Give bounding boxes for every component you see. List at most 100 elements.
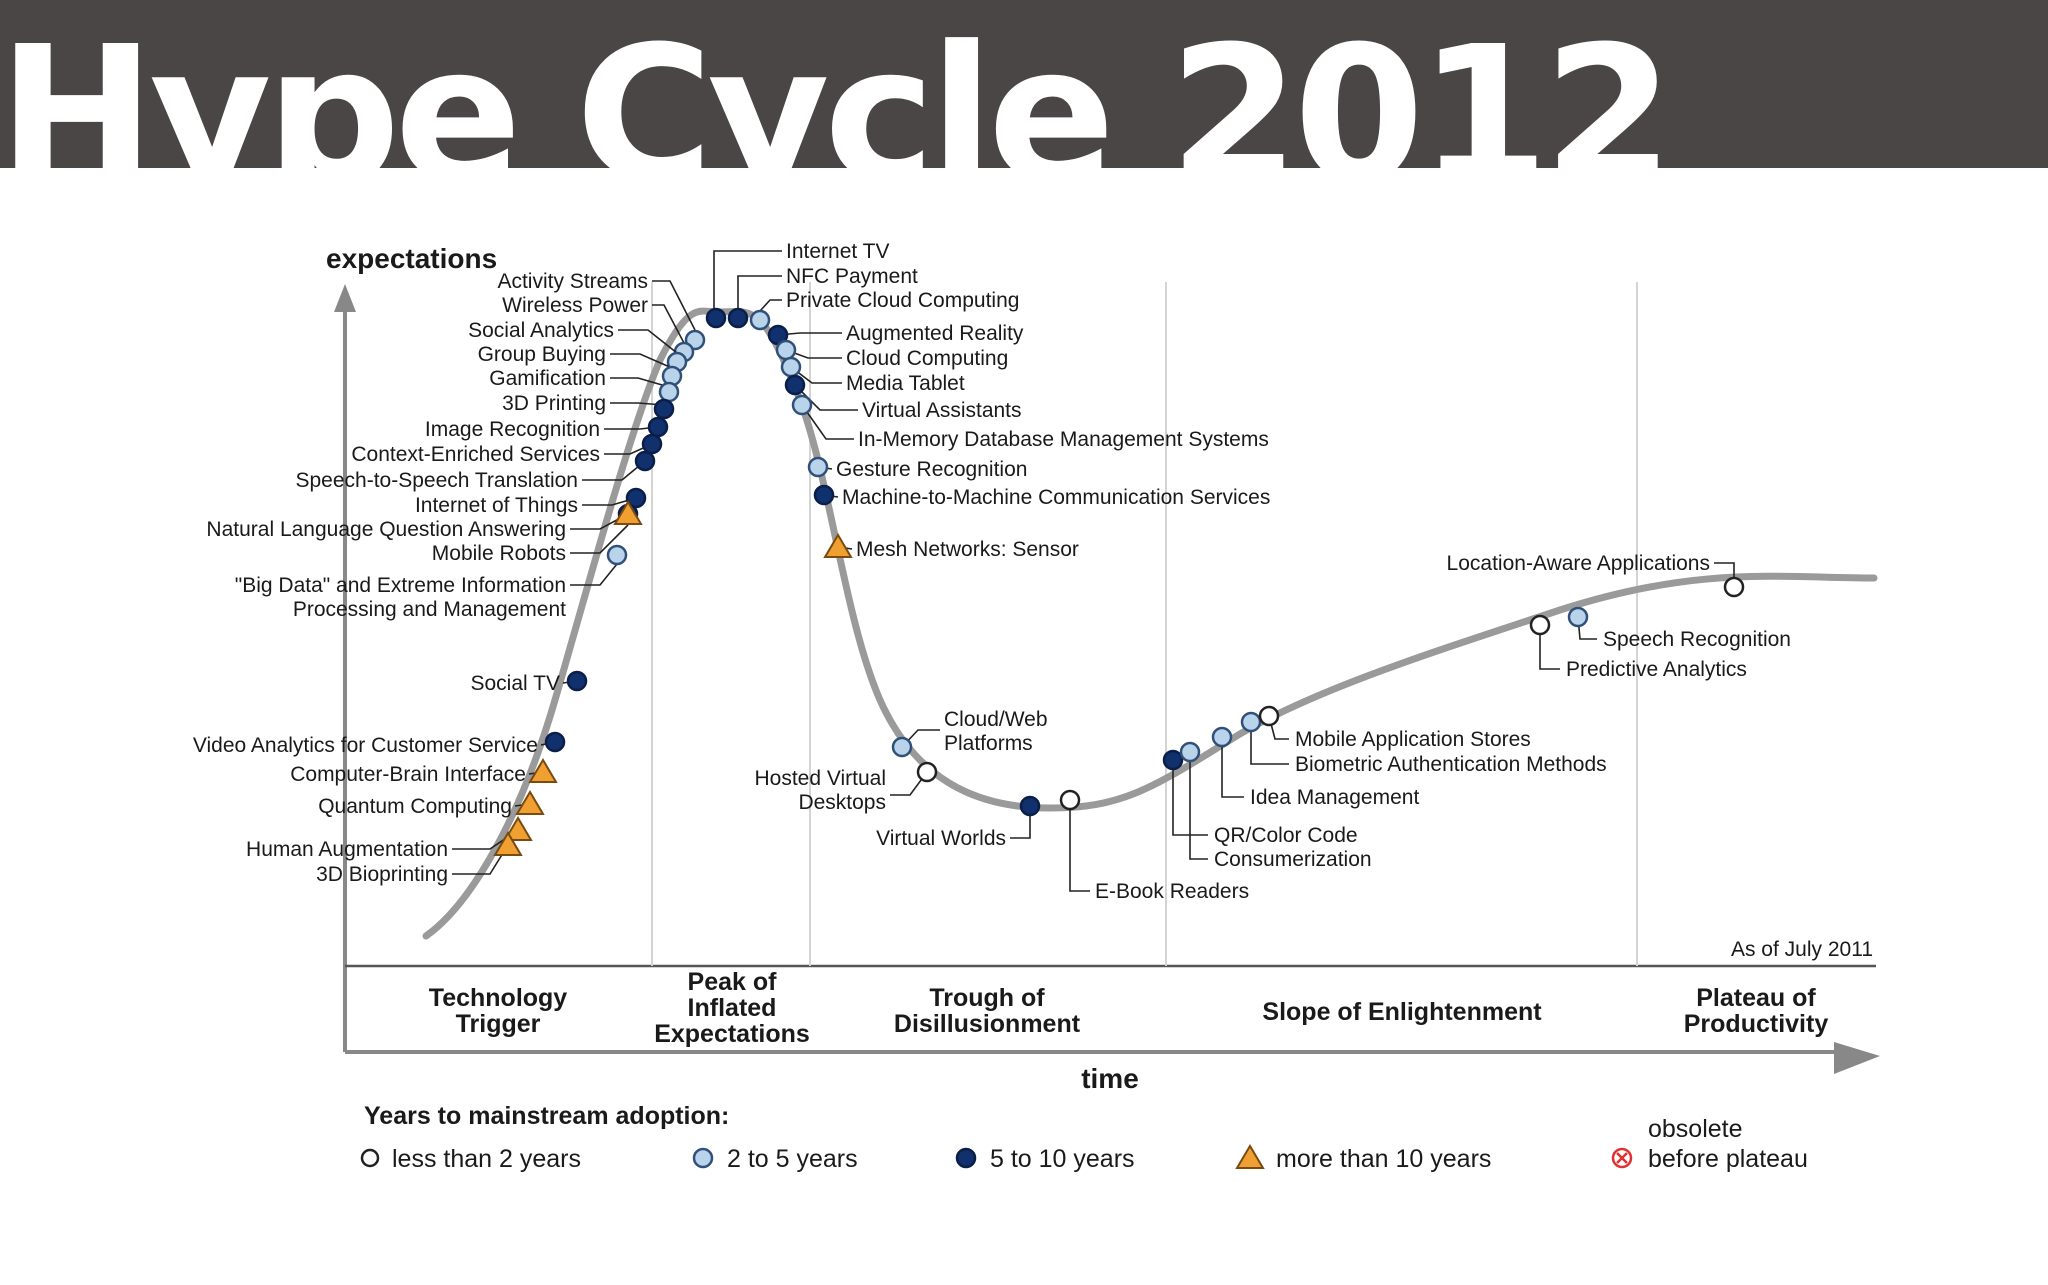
tech-label-computer-brain-interface: Computer-Brain Interface [290,763,526,786]
marker-video-analytics-for-customer-service [544,731,566,753]
marker-speech-to-speech-translation [634,450,656,472]
leader-idea-management [1221,737,1244,798]
x-axis-label: time [1081,1063,1139,1094]
legend-marker-2to5 [692,1147,714,1169]
tech-label-private-cloud-computing: Private Cloud Computing [786,289,1019,312]
phase-label: Trough of Disillusionment [894,984,1081,1038]
leader-nfc-payment [737,275,782,310]
marker-gamification [658,381,680,403]
leader-wireless-power [652,304,685,344]
tech-label-image-recognition: Image Recognition [425,418,600,441]
hype-curve [422,307,1878,940]
marker-idea-management [1211,726,1233,748]
marker-image-recognition [647,416,669,438]
tech-label-internet-tv: Internet TV [786,240,890,263]
marker-in-memory-database-management-systems [791,394,813,416]
leader-e-book-readers [1069,800,1090,892]
leader-activity-streams [652,280,696,331]
legend-marker-lt2 [360,1148,380,1168]
tech-label-cloud-computing: Cloud Computing [846,347,1008,370]
leader-location-aware-applications [1714,562,1735,578]
marker-cloud-web-platforms [891,736,913,758]
marker-mobile-application-stores [1258,705,1280,727]
tech-label-virtual-assistants: Virtual Assistants [862,399,1022,422]
tech-label-idea-management: Idea Management [1250,786,1419,809]
legend-marker-5to10 [955,1147,977,1169]
leader-mobile-robots [570,524,629,554]
tech-label-quantum-computing: Quantum Computing [318,795,512,818]
tech-label-qr-color-code: QR/Color Code [1214,824,1358,847]
marker-context-enriched-services [641,433,663,455]
leader-in-memory-database-management-systems [801,404,854,440]
tech-label-cloud-web-platforms: Cloud/Web Platforms [944,708,1048,755]
leader-private-cloud-computing [759,299,782,312]
page-title: Hype Cycle 2012 [0,6,1674,169]
y-axis-label: expectations [326,243,497,274]
tech-label-wireless-power: Wireless Power [502,294,648,317]
leader-big-data-and-extreme-information-processing-and-management [570,563,618,586]
tech-label-augmented-reality: Augmented Reality [846,322,1024,345]
tech-label-speech-recognition: Speech Recognition [1603,628,1791,651]
leader-virtual-worlds [1010,806,1031,839]
marker-gesture-recognition [807,456,829,478]
marker-e-book-readers [1059,789,1081,811]
hype-cycle-figure: expectations time As of July 2011 Technolog… [0,168,2048,1280]
marker-location-aware-applications [1723,576,1745,598]
tech-label-activity-streams: Activity Streams [497,270,648,293]
tech-label-media-tablet: Media Tablet [846,372,965,395]
title-banner: Hype Cycle 2012 [0,0,2048,168]
legend-label-gt10: more than 10 years [1276,1145,1491,1173]
tech-label-mobile-application-stores: Mobile Application Stores [1295,728,1531,751]
tech-label-consumerization: Consumerization [1214,848,1372,871]
tech-label-social-analytics: Social Analytics [468,319,614,342]
tech-label-mesh-networks-sensor: Mesh Networks: Sensor [856,538,1079,561]
marker-social-tv [566,670,588,692]
phase-label: Technology Trigger [429,984,568,1038]
marker-human-augmentation [503,816,533,841]
marker-consumerization [1179,741,1201,763]
marker-private-cloud-computing [749,309,771,331]
leader-group-buying [610,353,673,369]
tech-label-3d-printing: 3D Printing [502,392,606,415]
marker-quantum-computing [515,790,545,815]
tech-label-in-memory-database-management-systems: In-Memory Database Management Systems [858,428,1269,451]
leader-biometric-authentication-methods [1250,722,1289,765]
legend-marker-obsolete [1611,1147,1633,1169]
marker-mobile-robots-triangle [613,500,643,525]
marker-internet-tv [705,307,727,329]
tech-label-natural-language-question-answering: Natural Language Question Answering [206,518,566,541]
tech-label-machine-to-machine-communication-services: Machine-to-Machine Communication Service… [842,486,1270,509]
tech-label-e-book-readers: E-Book Readers [1095,880,1249,903]
tech-label-big-data-and-extreme-information-processing-and-management: "Big Data" and Extreme Information Proces… [235,574,566,621]
leader-qr-color-code [1172,760,1208,836]
marker-nfc-payment [727,307,749,329]
legend-title: Years to mainstream adoption: [364,1102,729,1130]
marker-media-tablet [780,356,802,378]
marker-predictive-analytics [1529,614,1551,636]
tech-label-virtual-worlds: Virtual Worlds [876,827,1006,850]
legend-label-2to5: 2 to 5 years [727,1145,858,1173]
marker-computer-brain-interface [528,758,558,783]
x-axis-arrow-icon [1834,1042,1880,1074]
marker-speech-recognition [1567,606,1589,628]
marker-virtual-worlds [1019,795,1041,817]
tech-label-video-analytics-for-customer-service: Video Analytics for Customer Service [193,734,538,757]
phase-label: Peak of Inflated Expectations [654,968,810,1048]
legend-marker-gt10 [1235,1144,1265,1169]
leader-gamification [610,377,670,388]
tech-label-location-aware-applications: Location-Aware Applications [1447,552,1710,575]
marker-mesh-networks-sensor [823,533,853,558]
hype-cycle-svg: expectations time As of July 2011 Technolog… [193,240,1880,1173]
tech-label-nfc-payment: NFC Payment [786,265,918,288]
leader-predictive-analytics [1539,625,1560,670]
phase-label: Plateau of Productivity [1684,984,1829,1038]
tech-label-internet-of-things: Internet of Things [415,494,578,517]
marker-machine-to-machine-communication-services [813,484,835,506]
tech-label-3d-bioprinting: 3D Bioprinting [316,863,448,886]
marker-qr-color-code [1162,749,1184,771]
tech-label-context-enriched-services: Context-Enriched Services [351,443,600,466]
tech-label-gesture-recognition: Gesture Recognition [836,458,1027,481]
tech-label-social-tv: Social TV [471,672,561,695]
tech-label-predictive-analytics: Predictive Analytics [1566,658,1747,681]
legend-label-5to10: 5 to 10 years [990,1145,1135,1173]
